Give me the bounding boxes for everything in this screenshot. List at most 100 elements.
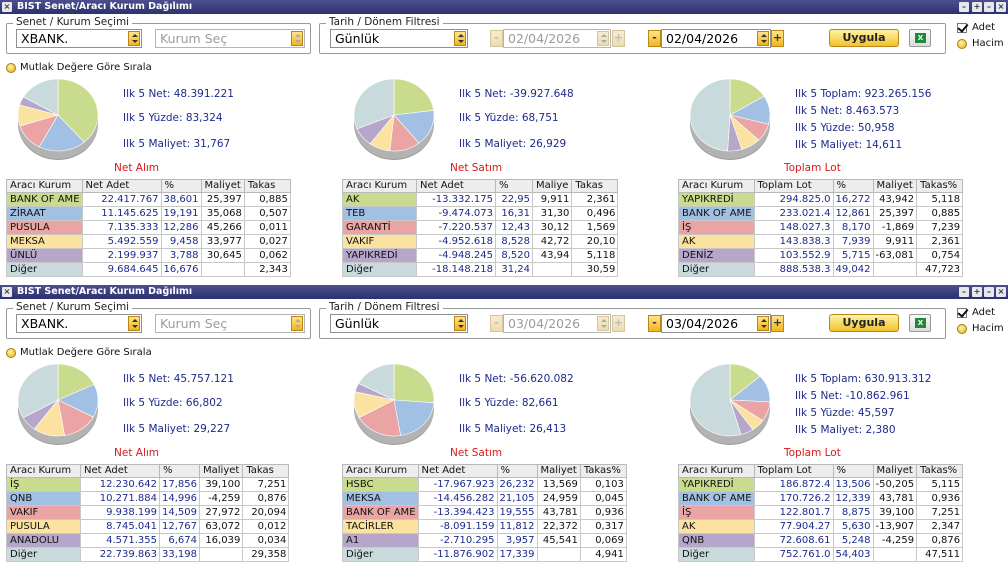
window-title-bar[interactable]: × BIST Senet/Aracı Kurum Dağılımı – + – … xyxy=(0,285,1008,299)
broker-select[interactable]: Kurum Seç xyxy=(155,314,305,333)
date-to-decrement[interactable]: - xyxy=(648,315,661,332)
maximize-icon[interactable]: + xyxy=(972,287,982,297)
period-select[interactable]: Günlük xyxy=(330,314,468,333)
spinner-arrow-icon[interactable] xyxy=(597,31,609,46)
table-row[interactable]: BANK OF AME 170.726.2 12,339 43,781 0,936 xyxy=(678,491,964,506)
table-row[interactable]: BANK OF AME 233.021.4 12,861 25,397 0,885 xyxy=(678,206,964,221)
column-header[interactable]: Net Adet xyxy=(417,464,498,478)
close-window-icon[interactable]: × xyxy=(996,2,1006,12)
table-row[interactable]: HSBC -17.967.923 26,232 13,569 0,103 xyxy=(342,477,627,492)
column-header[interactable]: Aracı Kurum xyxy=(6,179,83,193)
date-from-decrement[interactable]: - xyxy=(490,30,503,47)
other-row[interactable]: Diğer -11.876.902 17,339 4,941 xyxy=(342,547,627,562)
column-header[interactable]: Takas xyxy=(243,179,291,193)
date-to-decrement[interactable]: - xyxy=(648,30,661,47)
dropdown-arrow-icon[interactable] xyxy=(128,316,140,331)
security-select[interactable]: XBANK. xyxy=(16,29,142,48)
column-header[interactable]: Aracı Kurum xyxy=(342,464,419,478)
column-header[interactable]: Net Adet xyxy=(80,464,160,478)
table-row[interactable]: ÜNLÜ 2.199.937 3,788 30,645 0,062 xyxy=(6,248,291,263)
column-header[interactable]: Maliyet xyxy=(872,464,918,478)
adet-checkbox[interactable] xyxy=(957,308,967,318)
table-row[interactable]: ANADOLU 4.571.355 6,674 16,039 0,034 xyxy=(6,533,290,548)
column-header[interactable]: Takas xyxy=(242,464,290,478)
column-header[interactable]: Takas% xyxy=(579,464,627,478)
table-row[interactable]: ZİRAAT 11.145.625 19,191 35,068 0,507 xyxy=(6,206,291,221)
table-row[interactable]: AK -13.332.175 22,95 9,911 2,361 xyxy=(342,192,619,207)
table-row[interactable]: MEKSA 5.492.559 9,458 33,977 0,027 xyxy=(6,234,291,249)
date-to-input[interactable]: 02/04/2026 xyxy=(661,29,771,48)
column-header[interactable]: Maliyet xyxy=(872,179,918,193)
restore-icon[interactable]: – xyxy=(984,287,994,297)
table-row[interactable]: YAPIKREDİ 186.872.4 13,506 -50,205 5,115 xyxy=(678,477,964,492)
minimize-icon[interactable]: – xyxy=(959,287,969,297)
table-row[interactable]: TEB -9.474.073 16,31 31,30 0,496 xyxy=(342,206,619,221)
table-row[interactable]: PUSULA 8.745.041 12,767 63,072 0,012 xyxy=(6,519,290,534)
minimize-icon[interactable]: – xyxy=(959,2,969,12)
close-icon[interactable]: × xyxy=(2,287,12,297)
dropdown-arrow-icon[interactable] xyxy=(128,31,140,46)
table-row[interactable]: YAPIKREDİ -4.948.245 8,520 43,94 5,118 xyxy=(342,248,619,263)
table-row[interactable]: A1 -2.710.295 3,957 45,541 0,069 xyxy=(342,533,627,548)
table-row[interactable]: BANK OF AME -13.394.423 19,555 43,781 0,936 xyxy=(342,505,627,520)
column-header[interactable]: Takas xyxy=(571,179,619,193)
period-select[interactable]: Günlük xyxy=(330,29,468,48)
other-row[interactable]: Diğer 9.684.645 16,676 2,343 xyxy=(6,262,291,277)
date-from-decrement[interactable]: - xyxy=(490,315,503,332)
table-row[interactable]: VAKIF -4.952.618 8,528 42,72 20,10 xyxy=(342,234,619,249)
table-row[interactable]: PUSULA 7.135.333 12,286 45,266 0,011 xyxy=(6,220,291,235)
other-row[interactable]: Diğer 888.538.3 49,042 47,723 xyxy=(678,262,964,277)
column-header[interactable]: Maliyet xyxy=(200,179,245,193)
table-row[interactable]: VAKIF 9.938.199 14,509 27,972 20,094 xyxy=(6,505,290,520)
hacim-radio[interactable] xyxy=(957,39,967,49)
sort-absolute-radio[interactable] xyxy=(6,63,16,73)
close-window-icon[interactable]: × xyxy=(996,287,1006,297)
table-row[interactable]: AK 143.838.3 7,939 9,911 2,361 xyxy=(678,234,964,249)
table-row[interactable]: BANK OF AME 22.417.767 38,601 25,397 0,885 xyxy=(6,192,291,207)
dropdown-arrow-icon[interactable] xyxy=(291,316,303,331)
dropdown-arrow-icon[interactable] xyxy=(454,31,466,46)
column-header[interactable]: % xyxy=(160,179,202,193)
column-header[interactable]: Takas% xyxy=(916,179,964,193)
date-to-input[interactable]: 03/04/2026 xyxy=(661,314,771,333)
table-row[interactable]: MEKSA -14.456.282 21,105 24,959 0,045 xyxy=(342,491,627,506)
restore-icon[interactable]: – xyxy=(984,2,994,12)
security-select[interactable]: XBANK. xyxy=(16,314,142,333)
column-header[interactable]: % xyxy=(496,464,538,478)
maximize-icon[interactable]: + xyxy=(972,2,982,12)
apply-button[interactable]: Uygula xyxy=(829,29,899,47)
other-row[interactable]: Diğer 752.761.0 54,403 47,511 xyxy=(678,547,964,562)
table-row[interactable]: YAPIKREDİ 294.825.0 16,272 43,942 5,118 xyxy=(678,192,964,207)
hacim-radio[interactable] xyxy=(957,324,967,334)
spinner-arrow-icon[interactable] xyxy=(757,316,769,331)
date-to-increment[interactable]: + xyxy=(771,30,784,47)
table-row[interactable]: AK 77.904.27 5,630 -13,907 2,347 xyxy=(678,519,964,534)
column-header[interactable]: % xyxy=(495,179,533,193)
column-header[interactable]: % xyxy=(832,464,874,478)
column-header[interactable]: Aracı Kurum xyxy=(678,179,755,193)
table-row[interactable]: GARANTİ -7.220.537 12,43 30,12 1,569 xyxy=(342,220,619,235)
table-row[interactable]: İŞ 148.027.3 8,170 -1,869 7,239 xyxy=(678,220,964,235)
spinner-arrow-icon[interactable] xyxy=(757,31,769,46)
column-header[interactable]: % xyxy=(832,179,874,193)
spinner-arrow-icon[interactable] xyxy=(597,316,609,331)
date-from-increment[interactable]: + xyxy=(612,30,625,47)
column-header[interactable]: Aracı Kurum xyxy=(6,464,81,478)
broker-select[interactable]: Kurum Seç xyxy=(155,29,305,48)
table-row[interactable]: İŞ 12.230.642 17,856 39,100 7,251 xyxy=(6,477,290,492)
adet-checkbox[interactable] xyxy=(957,23,967,33)
column-header[interactable]: Net Adet xyxy=(81,179,162,193)
table-row[interactable]: DENİZ 103.552.9 5,715 -63,081 0,754 xyxy=(678,248,964,263)
other-row[interactable]: Diğer 22.739.863 33,198 29,358 xyxy=(6,547,290,562)
table-row[interactable]: QNB 72.608.61 5,248 -4,259 0,876 xyxy=(678,533,964,548)
date-from-input[interactable]: 03/04/2026 xyxy=(503,314,611,333)
date-to-increment[interactable]: + xyxy=(771,315,784,332)
column-header[interactable]: Aracı Kurum xyxy=(342,179,417,193)
export-excel-button[interactable]: X xyxy=(909,29,931,47)
export-excel-button[interactable]: X xyxy=(909,314,931,332)
column-header[interactable]: Net Adet xyxy=(416,179,496,193)
table-row[interactable]: TACİRLER -8.091.159 11,812 22,372 0,317 xyxy=(342,519,627,534)
column-header[interactable]: Maliyet xyxy=(198,464,244,478)
date-from-increment[interactable]: + xyxy=(612,315,625,332)
apply-button[interactable]: Uygula xyxy=(829,314,899,332)
